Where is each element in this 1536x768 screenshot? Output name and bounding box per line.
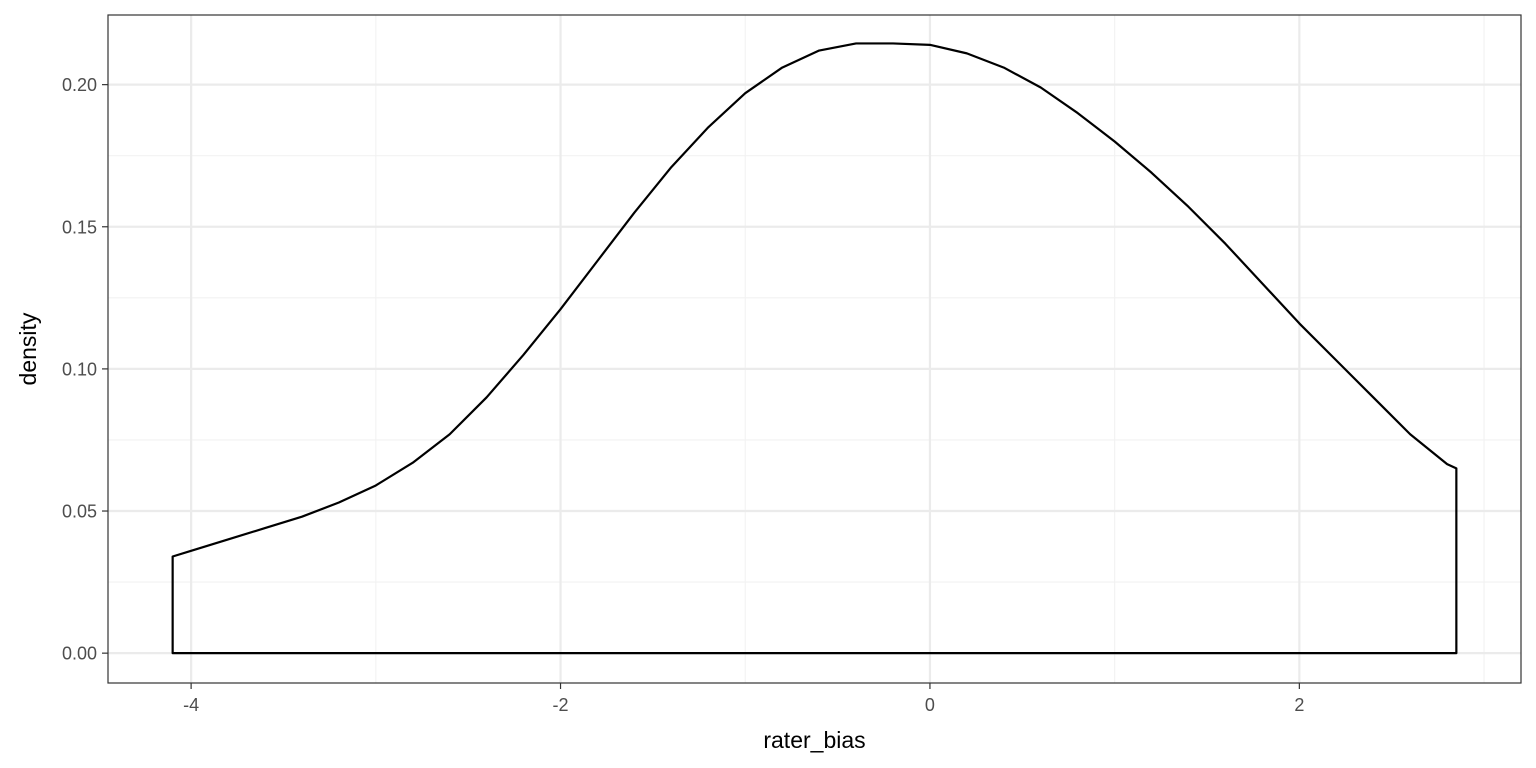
x-axis-ticks: -4 -2 0 2 xyxy=(183,683,1304,715)
y-axis-title: density xyxy=(15,312,41,385)
x-tick-label: 0 xyxy=(925,695,935,715)
y-tick-label: 0.00 xyxy=(62,644,97,664)
panel-border xyxy=(107,14,1522,684)
x-tick-label: -2 xyxy=(553,695,569,715)
x-axis-title: rater_bias xyxy=(763,727,865,753)
y-tick-label: 0.15 xyxy=(62,217,97,237)
x-tick-label: -4 xyxy=(183,695,199,715)
y-tick-label: 0.05 xyxy=(62,502,97,522)
y-tick-label: 0.20 xyxy=(62,75,97,95)
density-curve xyxy=(171,42,1458,655)
minor-gridlines xyxy=(108,15,1521,683)
y-tick-label: 0.10 xyxy=(62,359,97,379)
major-gridlines xyxy=(108,15,1521,683)
y-axis-ticks: 0.00 0.05 0.10 0.15 0.20 xyxy=(62,75,108,664)
x-tick-label: 2 xyxy=(1294,695,1304,715)
